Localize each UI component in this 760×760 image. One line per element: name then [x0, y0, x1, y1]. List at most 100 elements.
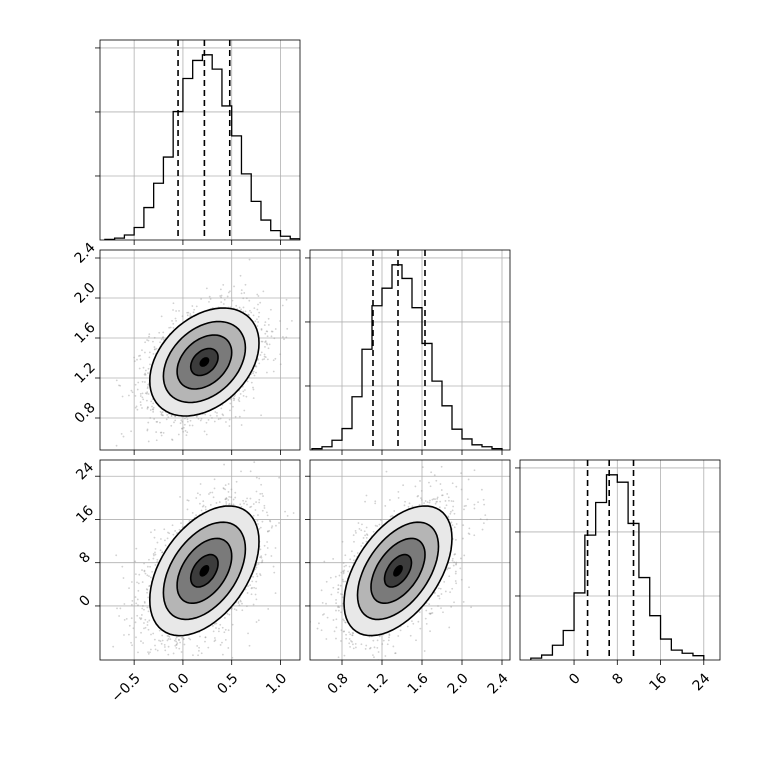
scatter-point	[365, 536, 368, 539]
scatter-point	[282, 336, 284, 338]
scatter-point	[255, 490, 258, 493]
scatter-point	[239, 503, 242, 506]
scatter-point	[349, 645, 351, 648]
scatter-point	[266, 530, 269, 533]
scatter-point	[269, 308, 272, 311]
scatter-point	[195, 415, 198, 418]
scatter-point	[253, 374, 256, 377]
histogram-group	[530, 460, 705, 660]
scatter-point	[143, 600, 146, 603]
scatter-point	[394, 652, 397, 655]
scatter-point	[209, 503, 212, 506]
scatter-point	[170, 414, 173, 417]
scatter-point	[156, 649, 159, 652]
scatter-point	[447, 496, 450, 499]
scatter-point	[255, 501, 258, 503]
scatter-point	[175, 640, 178, 643]
scatter-point	[146, 621, 149, 623]
scatter-point	[209, 491, 212, 494]
scatter-point	[404, 500, 406, 503]
scatter-point	[364, 648, 367, 650]
scatter-point	[132, 627, 135, 630]
scatter-point	[186, 499, 189, 501]
contour-line	[176, 537, 233, 604]
scatter-point	[144, 392, 147, 395]
scatter-point	[256, 359, 259, 362]
scatter-point	[351, 634, 354, 637]
scatter-point	[418, 611, 421, 613]
scatter-point	[161, 639, 164, 642]
scatter-point	[144, 572, 147, 575]
scatter-point	[341, 593, 344, 596]
scatter-point	[341, 540, 344, 543]
scatter-point	[259, 354, 262, 356]
scatter-point	[155, 420, 158, 423]
scatter-point	[189, 315, 192, 318]
scatter-point	[407, 505, 410, 508]
scatter-point	[137, 589, 140, 592]
scatter-point	[220, 407, 223, 410]
scatter-point	[316, 627, 319, 630]
scatter-point	[337, 588, 339, 591]
scatter-point	[254, 509, 257, 511]
scatter-point	[186, 418, 189, 421]
scatter-point	[156, 541, 159, 544]
scatter-point	[343, 569, 346, 572]
scatter-point	[345, 637, 348, 640]
scatter-point	[186, 314, 189, 317]
scatter-point	[266, 343, 269, 346]
scatter-point	[140, 631, 142, 634]
scatter-point	[138, 617, 141, 619]
scatter-point	[153, 529, 156, 531]
scatter-point	[246, 605, 248, 608]
scatter-point	[215, 622, 218, 625]
scatter-point	[460, 472, 463, 475]
scatter-point	[115, 554, 118, 557]
scatter-point	[228, 425, 231, 427]
scatter-point	[372, 530, 375, 533]
scatter-point	[348, 565, 351, 568]
scatter-point	[397, 497, 400, 499]
scatter-point	[255, 573, 258, 575]
scatter-point	[256, 318, 258, 321]
scatter-point	[223, 617, 226, 619]
scatter-point	[263, 504, 266, 507]
scatter-point	[260, 483, 263, 486]
y-tick-label: 8	[76, 549, 94, 567]
scatter-point	[344, 554, 347, 557]
scatter-point	[188, 424, 191, 427]
histogram-group	[311, 250, 503, 450]
scatter-point	[455, 485, 458, 488]
scatter-point	[146, 574, 149, 577]
scatter-point	[213, 478, 216, 481]
scatter-point	[480, 488, 483, 491]
scatter-point	[429, 613, 432, 615]
scatter-point	[337, 605, 340, 608]
scatter-point	[334, 575, 337, 578]
joint-group	[115, 258, 293, 447]
density-peak	[199, 357, 210, 367]
scatter-point	[181, 427, 183, 430]
scatter-point	[286, 515, 289, 517]
scatter-point	[166, 635, 169, 637]
scatter-point	[252, 575, 255, 578]
scatter-point	[125, 617, 128, 620]
scatter-point	[432, 498, 435, 500]
scatter-point	[221, 641, 223, 644]
scatter-point	[342, 630, 345, 633]
scatter-point	[147, 440, 150, 443]
scatter-point	[146, 591, 148, 594]
scatter-point	[262, 290, 265, 293]
scatter-point	[263, 324, 266, 327]
scatter-point	[399, 629, 402, 632]
scatter-point	[335, 618, 338, 621]
scatter-point	[147, 406, 149, 409]
scatter-point	[451, 559, 454, 562]
scatter-point	[119, 384, 122, 387]
scatter-point	[180, 419, 183, 422]
scatter-point	[195, 497, 198, 499]
scatter-point	[232, 498, 235, 501]
scatter-point	[130, 581, 133, 583]
scatter-point	[429, 485, 432, 488]
scatter-point	[178, 639, 180, 642]
